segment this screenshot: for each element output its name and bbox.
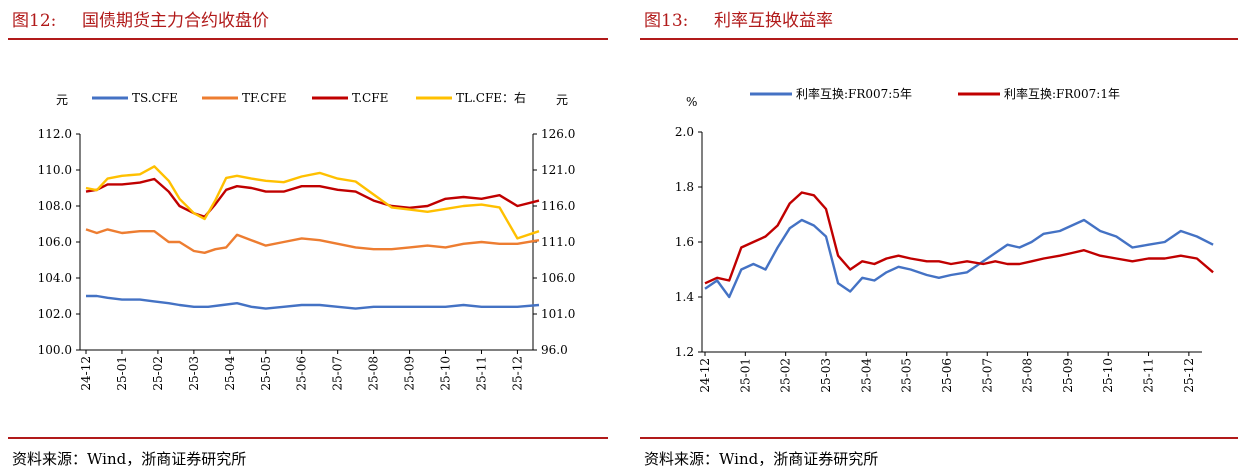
figure-13-number: 图13: [644, 11, 689, 31]
y-tick-label: 2.0 [675, 125, 694, 139]
x-tick-label: 25-12 [510, 356, 524, 391]
x-tick-label: 25-09 [1061, 358, 1075, 393]
left-y-unit-label: 元 [56, 93, 68, 107]
legend-label: 利率互换:FR007:1年 [1004, 86, 1120, 101]
right-y-unit-label: 元 [556, 93, 568, 107]
y-tick-label: 1.2 [675, 345, 694, 359]
x-tick-label: 25-01 [115, 356, 129, 391]
y-tick-label: 1.8 [675, 180, 694, 194]
legend-label: TF.CFE [242, 91, 287, 105]
x-tick-label: 25-01 [738, 358, 752, 393]
x-tick-label: 25-07 [331, 356, 345, 391]
left-y-tick-label: 108.0 [38, 199, 72, 213]
x-tick-label: 25-03 [187, 356, 201, 391]
figure-13-title-text: 利率互换收益率 [714, 11, 833, 31]
x-tick-label: 25-02 [151, 356, 165, 391]
right-y-tick-label: 96.0 [541, 343, 568, 357]
left-y-tick-label: 112.0 [38, 127, 72, 141]
figure-13-title: 图13: 利率互换收益率 [644, 6, 833, 31]
x-tick-label: 24-12 [698, 358, 712, 393]
legend-label: T.CFE [352, 91, 388, 105]
x-tick-label: 25-09 [403, 356, 417, 391]
left-y-tick-label: 110.0 [38, 163, 72, 177]
right-y-tick-label: 121.0 [541, 163, 575, 177]
irs-chart: 1.2 1.4 1.6 1.8 2.0% 24-12 25-01 25-02 25-03 25-0… [675, 86, 1214, 393]
series-line-ts [86, 294, 540, 310]
x-tick-label: 24-12 [79, 356, 93, 391]
series-line-tl [85, 165, 540, 240]
left-y-tick-label: 104.0 [38, 271, 72, 285]
y-tick-label: 1.6 [675, 235, 694, 249]
x-tick-label: 25-04 [859, 358, 873, 393]
left-y-tick-label: 102.0 [38, 307, 72, 321]
right-y-tick-label: 111.0 [541, 235, 575, 249]
figure-12-top-rule [8, 38, 608, 40]
figure-12-number: 图12: [12, 11, 57, 31]
x-tick-label: 25-03 [819, 358, 833, 393]
figure-12-panel: 图12: 国债期货主力合约收盘价 100.0 102.0 104.0 106.0 108.… [0, 0, 612, 474]
figure-12-title: 图12: 国债期货主力合约收盘价 [12, 6, 269, 31]
x-tick-label: 25-05 [259, 356, 273, 391]
figure-12-bottom-rule [8, 437, 608, 439]
figure-13-top-rule [640, 38, 1238, 40]
figure-13-bottom-rule [640, 437, 1238, 439]
y-tick-label: 1.4 [675, 290, 694, 304]
x-tick-label: 25-10 [1101, 358, 1115, 393]
figure-13-source: 资料来源：Wind，浙商证券研究所 [644, 450, 879, 468]
x-tick-label: 25-08 [1021, 358, 1035, 393]
x-tick-label: 25-08 [367, 356, 381, 391]
x-tick-label: 25-02 [779, 358, 793, 393]
left-y-tick-label: 106.0 [38, 235, 72, 249]
x-tick-label: 25-11 [1142, 358, 1156, 393]
bond-futures-chart: 100.0 102.0 104.0 106.0 108.0 110.0 112.0 96.0 1… [38, 90, 576, 391]
right-y-tick-label: 101.0 [541, 307, 575, 321]
series-line-irs-5y [704, 218, 1214, 299]
legend-label: TL.CFE：右 [456, 90, 526, 105]
x-tick-label: 25-05 [900, 358, 914, 393]
figure-12-source: 资料来源：Wind，浙商证券研究所 [12, 450, 247, 468]
y-unit-label: % [686, 95, 697, 109]
figure-12-title-text: 国债期货主力合约收盘价 [82, 11, 269, 31]
right-y-tick-label: 116.0 [541, 199, 575, 213]
figure-13-panel: 图13: 利率互换收益率 1.2 1.4 1.6 1.8 2.0% 24-12 25-01 25… [632, 0, 1242, 474]
legend-label: 利率互换:FR007:5年 [796, 86, 912, 101]
series-line-irs-1y [704, 191, 1214, 285]
right-y-tick-label: 106.0 [541, 271, 575, 285]
series-line-tf [85, 228, 540, 255]
x-tick-label: 25-06 [295, 356, 309, 391]
left-y-tick-label: 100.0 [38, 343, 72, 357]
x-tick-label: 25-11 [474, 356, 488, 391]
series-line-t [85, 177, 540, 219]
x-tick-label: 25-12 [1182, 358, 1196, 393]
x-tick-label: 25-06 [940, 358, 954, 393]
legend-label: TS.CFE [132, 91, 178, 105]
x-tick-label: 25-04 [223, 356, 237, 391]
x-tick-label: 25-07 [980, 358, 994, 393]
x-tick-label: 25-10 [439, 356, 453, 391]
right-y-tick-label: 126.0 [541, 127, 575, 141]
